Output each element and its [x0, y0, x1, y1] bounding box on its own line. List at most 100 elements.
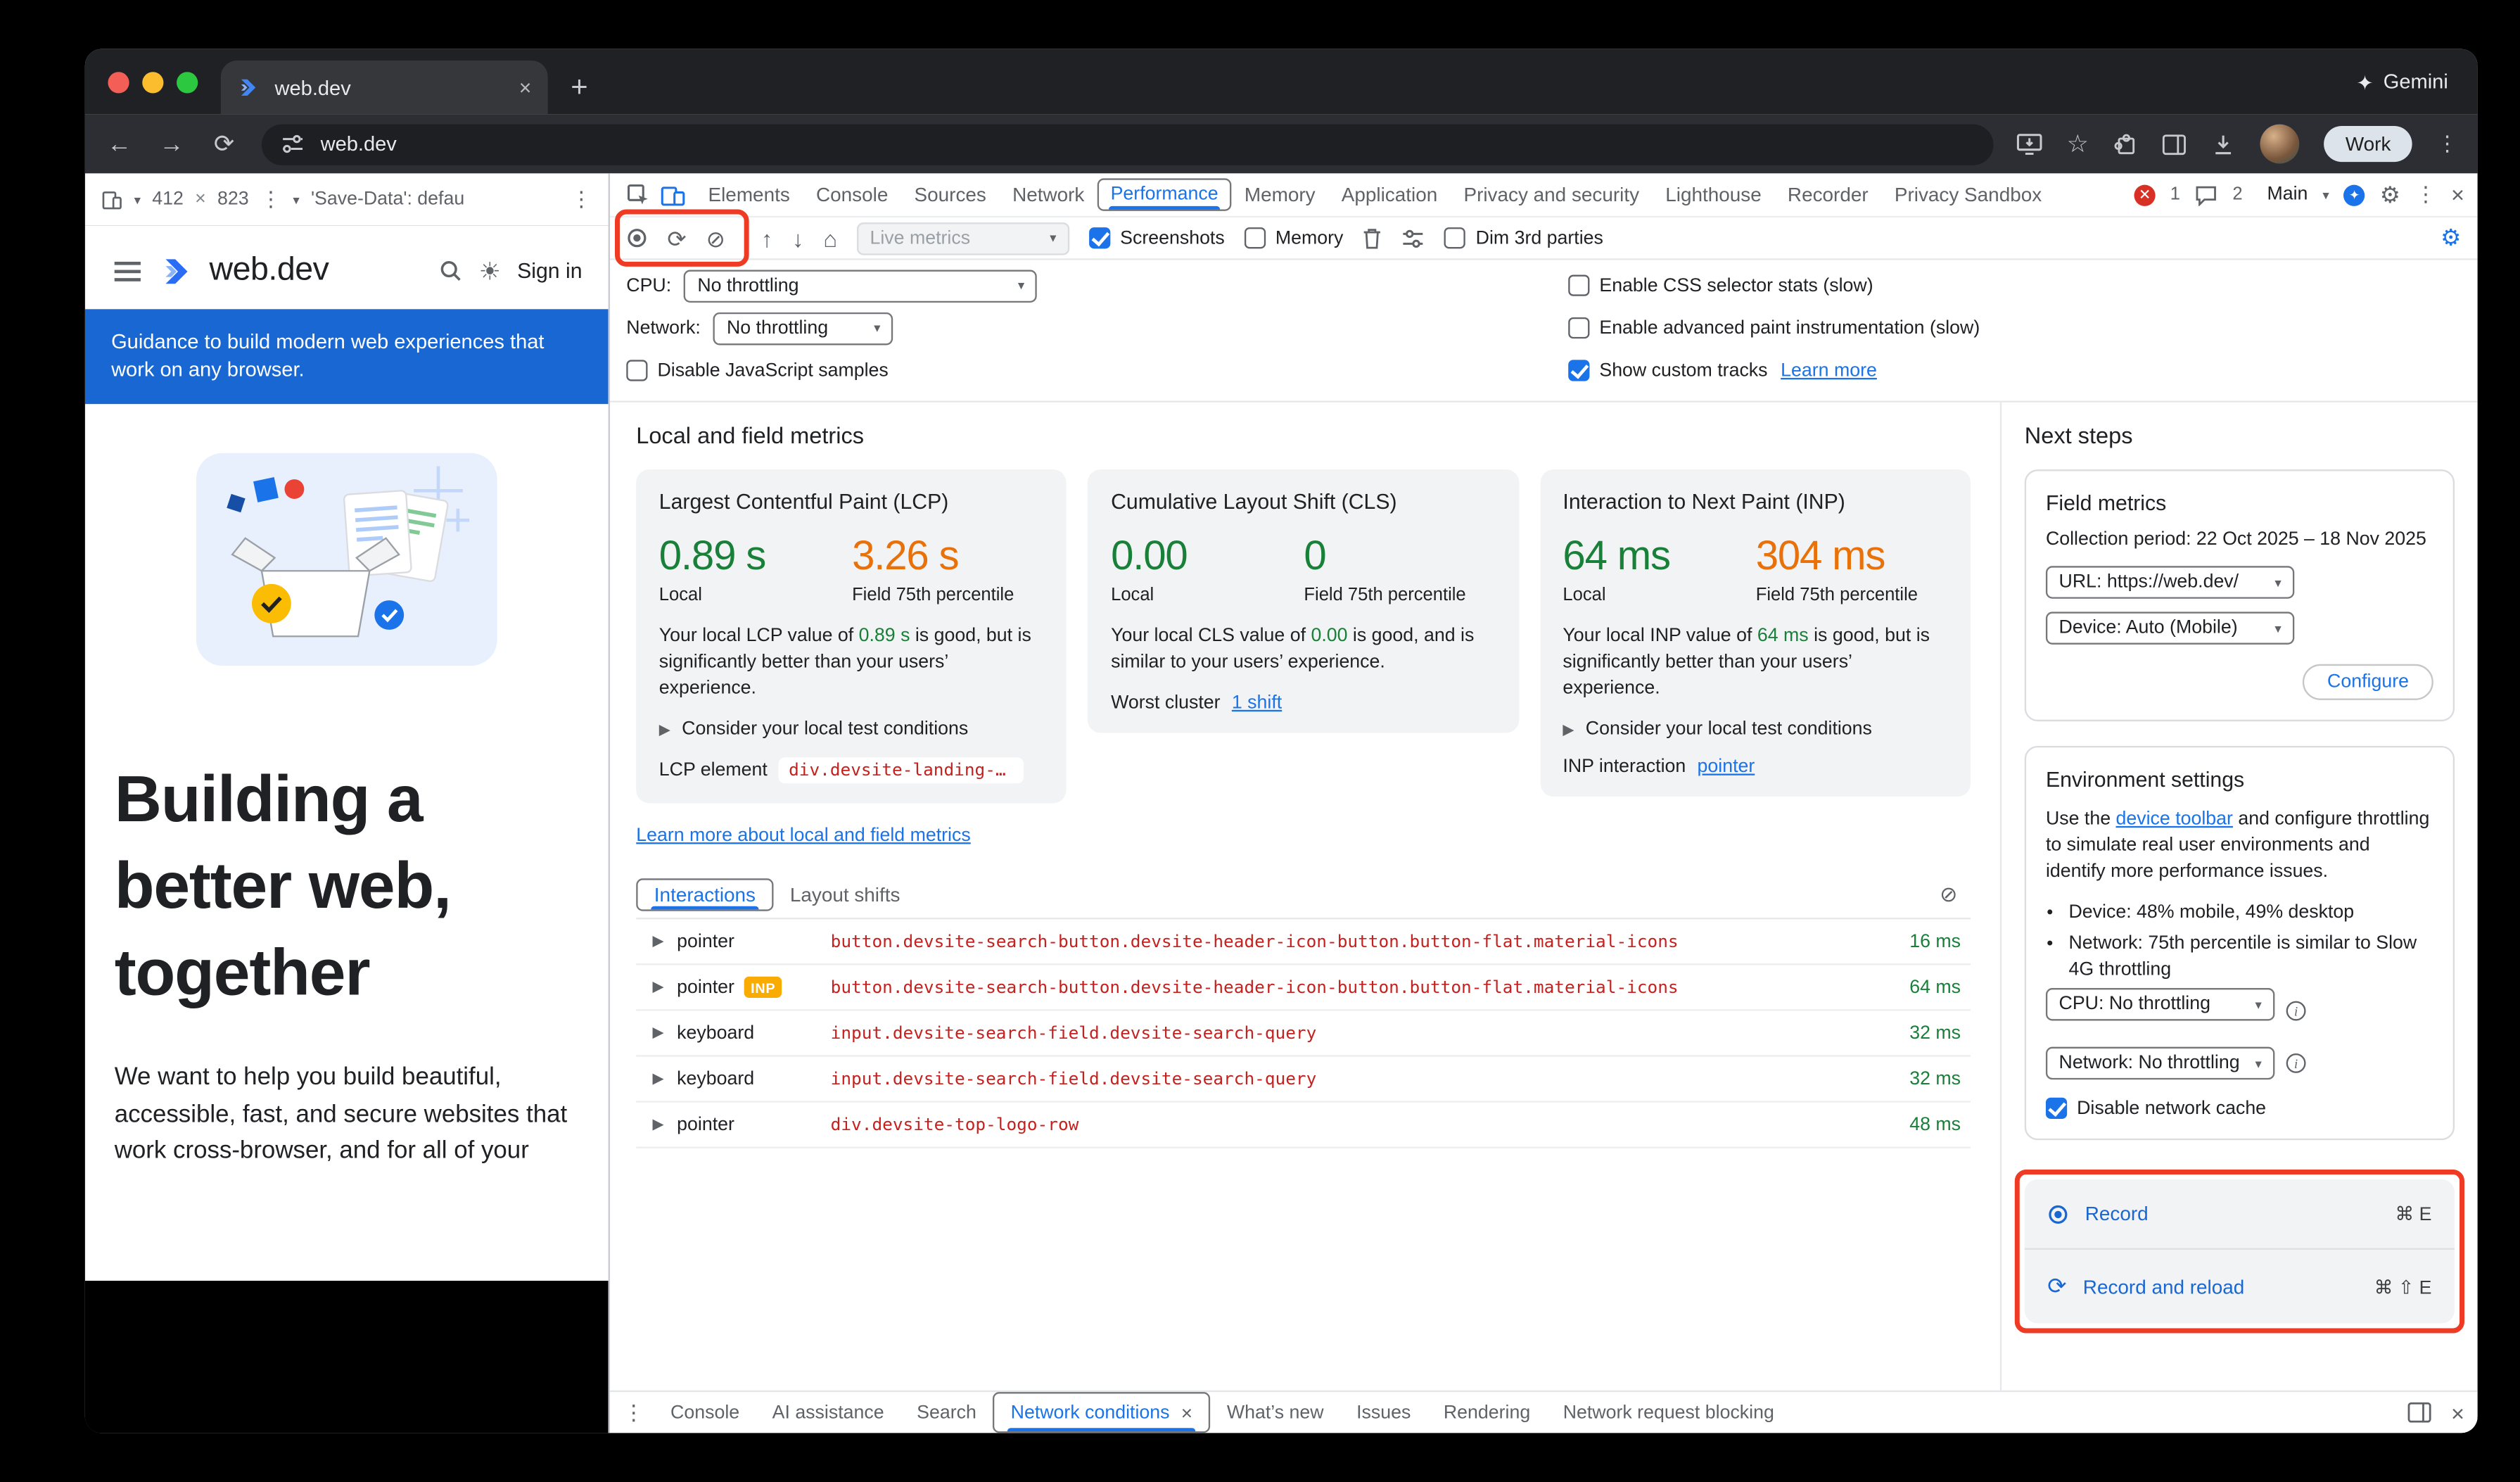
- zoom-menu-icon[interactable]: ⋮: [260, 186, 282, 211]
- devtools-settings-gear-icon[interactable]: ⚙: [2379, 180, 2400, 208]
- drawer-tab-ai-assistance[interactable]: AI assistance: [772, 1402, 884, 1423]
- extensions-puzzle-icon[interactable]: [2113, 132, 2138, 156]
- checkbox-unchecked[interactable]: [626, 360, 648, 381]
- clear-interactions-icon[interactable]: ⊘: [1940, 881, 1958, 906]
- capture-settings-icon[interactable]: [1402, 227, 1425, 250]
- checkbox-unchecked[interactable]: [1568, 274, 1590, 296]
- tab-layout-shifts[interactable]: Layout shifts: [789, 883, 901, 906]
- tab-recorder[interactable]: Recorder: [1787, 183, 1869, 206]
- expander-triangle-icon[interactable]: ▶: [652, 1024, 664, 1041]
- lcp-element-link[interactable]: div.devsite-landing-row-ite…: [779, 757, 1024, 784]
- gemini-chip[interactable]: ✦ Gemini: [2356, 70, 2448, 94]
- hamburger-menu-icon[interactable]: [114, 269, 141, 273]
- sidebar-network-select[interactable]: Network: No throttling ▾: [2045, 1046, 2275, 1080]
- throttling-select[interactable]: 'Save-Data': defau: [310, 189, 465, 210]
- toggle-device-toolbar-icon[interactable]: [661, 182, 685, 207]
- expander-triangle-icon[interactable]: ▶: [652, 978, 664, 995]
- devtools-menu-icon[interactable]: ⋮: [2414, 182, 2437, 206]
- inp-interaction-link[interactable]: pointer: [1697, 757, 1755, 778]
- drawer-tab-rendering[interactable]: Rendering: [1443, 1402, 1531, 1423]
- address-bar[interactable]: web.dev: [261, 123, 1994, 165]
- viewport-height[interactable]: 823: [217, 189, 249, 210]
- browser-tab[interactable]: web.dev ×: [220, 61, 548, 115]
- interaction-target[interactable]: input.devsite-search-field.devsite-searc…: [830, 1069, 1317, 1089]
- clear-icon[interactable]: ⊘: [706, 224, 725, 251]
- tab-network[interactable]: Network: [1012, 183, 1085, 206]
- expander-triangle-icon[interactable]: ▶: [652, 932, 664, 949]
- interaction-row[interactable]: ▶ pointer div.devsite-top-logo-row 48 ms: [636, 1103, 1971, 1148]
- interaction-row[interactable]: ▶ keyboard input.devsite-search-field.de…: [636, 1011, 1971, 1057]
- site-settings-icon[interactable]: [281, 132, 305, 156]
- tab-lighthouse[interactable]: Lighthouse: [1665, 183, 1762, 206]
- account-badge-icon[interactable]: ✦: [2343, 184, 2365, 205]
- load-profile-icon[interactable]: ↑: [761, 224, 773, 251]
- disable-network-cache-checkbox[interactable]: Disable network cache: [2045, 1097, 2433, 1119]
- search-icon[interactable]: [438, 258, 462, 283]
- expander-triangle-icon[interactable]: ▶: [652, 1070, 664, 1087]
- bookmark-star-icon[interactable]: ☆: [2066, 130, 2089, 159]
- info-icon[interactable]: i: [2286, 1001, 2306, 1021]
- save-profile-icon[interactable]: ↓: [792, 224, 804, 251]
- error-icon[interactable]: ✕: [2134, 184, 2156, 205]
- history-select[interactable]: Live metrics ▾: [856, 221, 1070, 255]
- profile-avatar[interactable]: [2260, 124, 2300, 164]
- checkbox-checked[interactable]: [2045, 1097, 2068, 1119]
- interaction-row[interactable]: ▶ keyboard input.devsite-search-field.de…: [636, 1057, 1971, 1103]
- collect-garbage-icon[interactable]: [1363, 227, 1382, 250]
- lcp-test-conditions-expander[interactable]: ▶ Consider your local test conditions: [658, 719, 969, 740]
- close-drawer-icon[interactable]: ×: [2450, 1399, 2465, 1426]
- interaction-target[interactable]: div.devsite-top-logo-row: [830, 1115, 1079, 1135]
- drawer-menu-icon[interactable]: ⋮: [623, 1399, 644, 1424]
- zoom-window-button[interactable]: [177, 71, 198, 93]
- field-url-select[interactable]: URL: https://web.dev/▾: [2045, 566, 2295, 599]
- new-tab-button[interactable]: +: [571, 70, 588, 103]
- profile-pill[interactable]: Work: [2324, 125, 2412, 163]
- record-and-reload-icon[interactable]: ⟳: [667, 224, 687, 251]
- tab-sources[interactable]: Sources: [914, 183, 986, 206]
- inp-test-conditions-expander[interactable]: ▶ Consider your local test conditions: [1563, 719, 1872, 740]
- screenshots-checkbox[interactable]: Screenshots: [1088, 227, 1225, 249]
- network-throttling-select[interactable]: No throttling ▾: [713, 311, 894, 345]
- forward-button[interactable]: →: [159, 129, 184, 158]
- expander-triangle-icon[interactable]: ▶: [652, 1115, 664, 1132]
- close-window-button[interactable]: [108, 71, 129, 93]
- theme-toggle-icon[interactable]: ☀: [478, 258, 501, 286]
- tab-close-icon[interactable]: ×: [518, 75, 532, 100]
- checkbox-unchecked[interactable]: [1244, 227, 1266, 249]
- interaction-target[interactable]: button.devsite-search-button.devsite-hea…: [830, 977, 1679, 997]
- chevron-down-icon[interactable]: ▾: [2322, 187, 2329, 203]
- downloads-icon[interactable]: [2211, 132, 2236, 156]
- interaction-target[interactable]: button.devsite-search-button.devsite-hea…: [830, 931, 1679, 951]
- drawer-tab-console[interactable]: Console: [670, 1402, 740, 1423]
- thread-select[interactable]: Main: [2267, 184, 2308, 205]
- interaction-row[interactable]: ▶ pointer INP button.devsite-search-butto…: [636, 965, 1971, 1011]
- dim-3rd-parties-checkbox[interactable]: Dim 3rd parties: [1444, 227, 1603, 249]
- live-metrics-home-icon[interactable]: ⌂: [823, 224, 837, 251]
- webdev-logo-icon[interactable]: [160, 254, 193, 286]
- tab-memory[interactable]: Memory: [1244, 183, 1316, 206]
- interaction-target[interactable]: input.devsite-search-field.devsite-searc…: [830, 1022, 1317, 1043]
- record-and-reload-button[interactable]: ⟳ Record and reload ⌘ ⇧ E: [2024, 1248, 2455, 1324]
- css-selector-stats-checkbox[interactable]: Enable CSS selector stats (slow): [1568, 274, 1873, 296]
- cls-worst-cluster-link[interactable]: 1 shift: [1231, 693, 1283, 714]
- drawer-tab-whats-new[interactable]: What’s new: [1226, 1402, 1324, 1423]
- tab-privacy-security[interactable]: Privacy and security: [1463, 183, 1640, 206]
- info-icon[interactable]: i: [2286, 1053, 2306, 1073]
- tab-interactions[interactable]: Interactions: [636, 878, 774, 911]
- sidebar-cpu-select[interactable]: CPU: No throttling ▾: [2045, 987, 2275, 1021]
- tab-application[interactable]: Application: [1341, 183, 1438, 206]
- drawer-tab-issues[interactable]: Issues: [1356, 1402, 1411, 1423]
- record-icon[interactable]: [626, 227, 647, 248]
- tab-performance[interactable]: Performance: [1097, 178, 1232, 211]
- side-panel-icon[interactable]: [2162, 133, 2187, 154]
- site-logo-text[interactable]: web.dev: [209, 251, 329, 289]
- reload-button[interactable]: ⟳: [213, 130, 235, 159]
- cpu-throttling-select[interactable]: No throttling ▾: [684, 269, 1038, 302]
- device-toolbar-link[interactable]: device toolbar: [2115, 809, 2233, 830]
- custom-tracks-learn-more-link[interactable]: Learn more: [1781, 360, 1877, 381]
- toggle-drawer-layout-icon[interactable]: [2407, 1402, 2431, 1423]
- metrics-learn-more-link[interactable]: Learn more about local and field metrics: [636, 825, 971, 846]
- drawer-tab-network-conditions[interactable]: Network conditions ×: [993, 1392, 1211, 1433]
- checkbox-checked[interactable]: [1088, 227, 1111, 249]
- checkbox-unchecked[interactable]: [1444, 227, 1466, 249]
